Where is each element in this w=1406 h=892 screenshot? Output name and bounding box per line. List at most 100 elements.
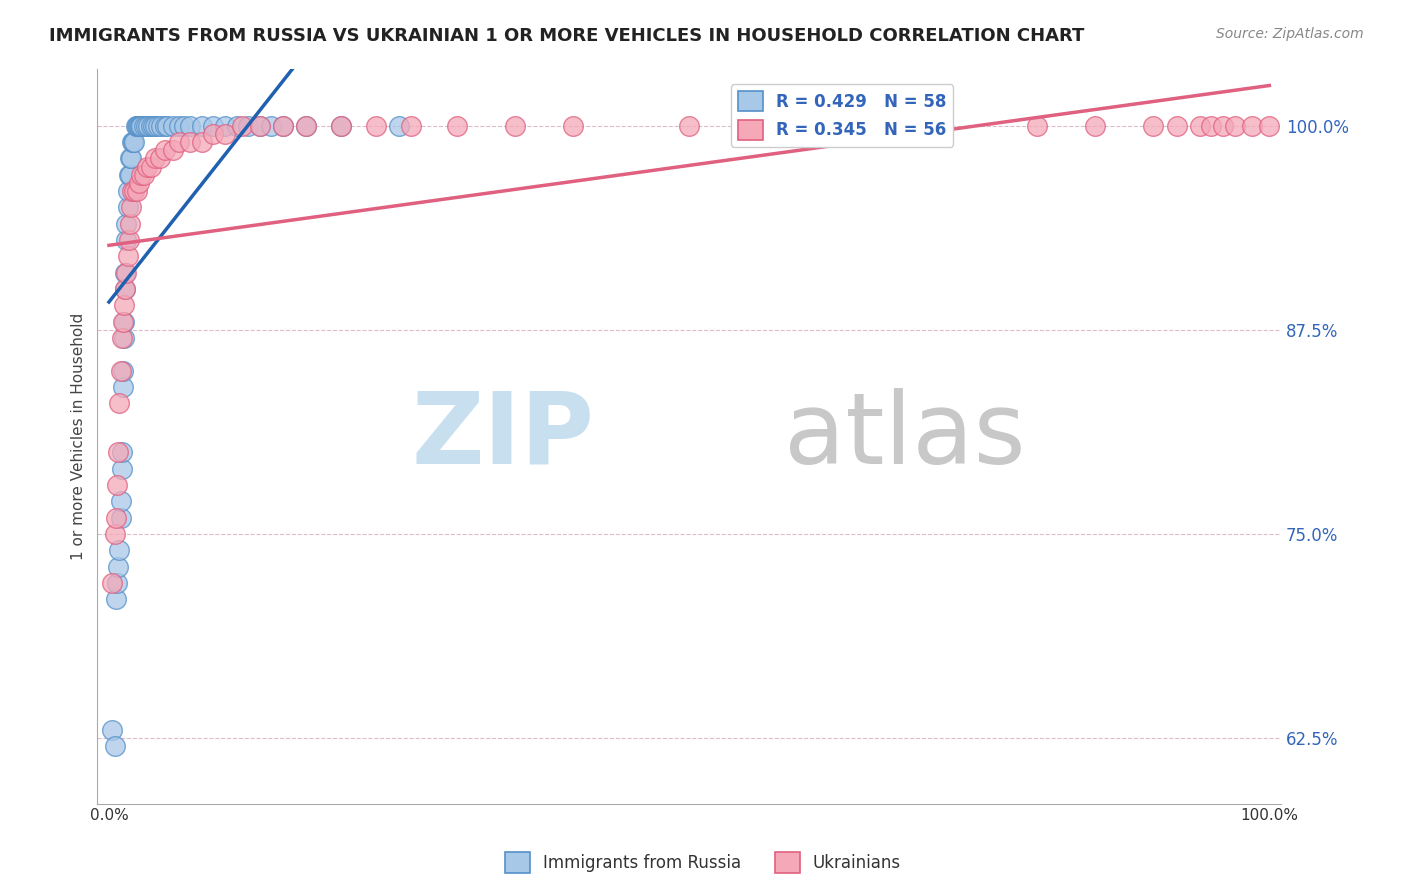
Point <box>128 176 150 190</box>
Point <box>120 152 142 166</box>
Point <box>105 478 128 492</box>
Point <box>114 282 136 296</box>
Point <box>129 119 152 133</box>
Point <box>145 152 167 166</box>
Point <box>125 119 148 133</box>
Point <box>136 160 159 174</box>
Point <box>1026 119 1049 133</box>
Point <box>108 396 131 410</box>
Point <box>104 739 127 754</box>
Point <box>118 168 141 182</box>
Point <box>118 233 141 247</box>
Point <box>107 559 129 574</box>
Point <box>167 119 190 133</box>
Point <box>153 119 176 133</box>
Point <box>1223 119 1246 133</box>
Point <box>117 200 139 214</box>
Point <box>1084 119 1107 133</box>
Point <box>562 119 585 133</box>
Point <box>202 119 225 133</box>
Point <box>202 127 225 141</box>
Point <box>114 266 136 280</box>
Point <box>173 119 195 133</box>
Point <box>111 380 134 394</box>
Point <box>121 135 143 149</box>
Point <box>271 119 294 133</box>
Point <box>249 119 271 133</box>
Point <box>115 217 138 231</box>
Point <box>101 576 124 591</box>
Point <box>399 119 422 133</box>
Point <box>156 119 179 133</box>
Point <box>295 119 318 133</box>
Point <box>503 119 526 133</box>
Point <box>179 119 201 133</box>
Point <box>117 249 139 263</box>
Point <box>104 527 127 541</box>
Point <box>179 135 201 149</box>
Point <box>162 119 184 133</box>
Point <box>111 315 134 329</box>
Point <box>111 445 134 459</box>
Text: IMMIGRANTS FROM RUSSIA VS UKRAINIAN 1 OR MORE VEHICLES IN HOUSEHOLD CORRELATION : IMMIGRANTS FROM RUSSIA VS UKRAINIAN 1 OR… <box>49 27 1084 45</box>
Text: ZIP: ZIP <box>412 387 595 484</box>
Point <box>191 135 214 149</box>
Point <box>1212 119 1234 133</box>
Point <box>1142 119 1164 133</box>
Point <box>388 119 411 133</box>
Point <box>191 119 214 133</box>
Point <box>132 119 155 133</box>
Point <box>111 364 134 378</box>
Legend: Immigrants from Russia, Ukrainians: Immigrants from Russia, Ukrainians <box>498 846 908 880</box>
Point <box>150 119 173 133</box>
Point <box>142 119 165 133</box>
Y-axis label: 1 or more Vehicles in Household: 1 or more Vehicles in Household <box>72 312 86 559</box>
Point <box>101 723 124 738</box>
Point <box>128 119 150 133</box>
Point <box>145 119 167 133</box>
Point <box>162 143 184 157</box>
Point <box>117 184 139 198</box>
Point <box>127 119 149 133</box>
Point <box>115 233 138 247</box>
Point <box>104 510 127 524</box>
Point <box>124 184 146 198</box>
Point <box>124 119 146 133</box>
Point <box>167 135 190 149</box>
Text: atlas: atlas <box>783 387 1025 484</box>
Point <box>111 331 134 345</box>
Point <box>110 494 132 508</box>
Point <box>121 184 143 198</box>
Point <box>135 119 157 133</box>
Point <box>1201 119 1223 133</box>
Point <box>214 119 236 133</box>
Point <box>238 119 260 133</box>
Legend: R = 0.429   N = 58, R = 0.345   N = 56: R = 0.429 N = 58, R = 0.345 N = 56 <box>731 84 953 146</box>
Point <box>107 445 129 459</box>
Point <box>214 127 236 141</box>
Point <box>1240 119 1263 133</box>
Point <box>125 184 148 198</box>
Point <box>910 119 932 133</box>
Point <box>112 315 135 329</box>
Point <box>112 331 135 345</box>
Point <box>120 200 142 214</box>
Point <box>139 119 162 133</box>
Point <box>118 168 141 182</box>
Point <box>118 152 141 166</box>
Point <box>1188 119 1211 133</box>
Point <box>112 298 135 312</box>
Point <box>138 119 160 133</box>
Point <box>330 119 353 133</box>
Point <box>446 119 468 133</box>
Point <box>115 266 138 280</box>
Point <box>260 119 283 133</box>
Point <box>139 160 162 174</box>
Point <box>105 576 128 591</box>
Point <box>118 217 141 231</box>
Point <box>249 119 271 133</box>
Point <box>330 119 353 133</box>
Text: Source: ZipAtlas.com: Source: ZipAtlas.com <box>1216 27 1364 41</box>
Point <box>110 510 132 524</box>
Point <box>149 152 172 166</box>
